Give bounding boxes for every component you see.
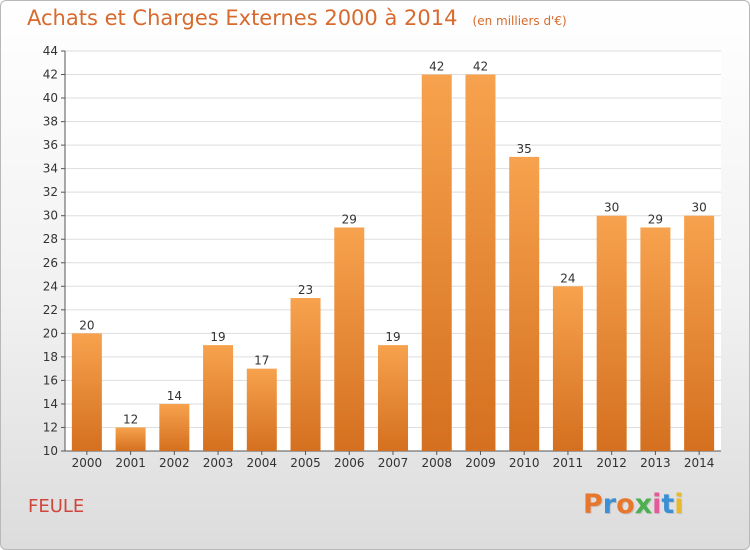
x-tick-label-2005: 2005: [290, 456, 321, 470]
logo-letter: t: [661, 489, 675, 520]
bar-2006: [334, 227, 365, 451]
x-tick-label-2004: 2004: [247, 456, 278, 470]
bar-2004: [246, 368, 277, 451]
logo-letter: i: [652, 489, 662, 520]
data-label-2014: 30: [691, 201, 706, 215]
x-tick-label-2002: 2002: [159, 456, 190, 470]
y-tick-label: 20: [43, 326, 58, 340]
y-tick-label: 44: [43, 44, 58, 58]
bar-2009: [465, 74, 496, 451]
proxiti-logo[interactable]: Proxiti: [583, 489, 684, 520]
bar-2007: [378, 345, 408, 451]
bar-2001: [115, 427, 146, 451]
logo-letter: x: [634, 489, 653, 520]
x-tick-label-2006: 2006: [334, 456, 365, 470]
bar-2002: [159, 403, 190, 451]
data-label-2005: 23: [298, 283, 313, 297]
data-label-2013: 29: [648, 212, 663, 226]
logo-letter: o: [616, 489, 635, 520]
bar-2010: [509, 156, 540, 451]
logo-letter: r: [602, 489, 617, 520]
data-label-2001: 12: [123, 412, 138, 426]
data-label-2012: 30: [604, 201, 619, 215]
bar-2000: [71, 333, 102, 451]
y-tick-label: 28: [43, 232, 58, 246]
title-row: Achats et Charges Externes 2000 à 2014 (…: [27, 6, 567, 30]
y-tick-label: 34: [43, 162, 58, 176]
y-tick-label: 40: [43, 91, 58, 105]
bar-2005: [290, 298, 321, 451]
data-label-2006: 29: [342, 212, 357, 226]
y-tick-label: 30: [43, 209, 58, 223]
x-tick-label-2001: 2001: [115, 456, 146, 470]
bar-2003: [203, 345, 234, 451]
y-tick-label: 10: [43, 444, 58, 458]
bar-2011: [552, 286, 583, 451]
chart-title: Achats et Charges Externes 2000 à 2014: [27, 6, 458, 30]
y-tick-label: 38: [43, 115, 58, 129]
x-tick-label-2009: 2009: [465, 456, 496, 470]
y-tick-label: 32: [43, 185, 58, 199]
logo-letter: i: [674, 489, 684, 520]
y-tick-label: 14: [43, 397, 58, 411]
y-tick-label: 16: [43, 373, 58, 387]
data-label-2003: 19: [210, 330, 225, 344]
y-tick-label: 26: [43, 256, 58, 270]
x-tick-label-2000: 2000: [72, 456, 103, 470]
x-tick-label-2011: 2011: [553, 456, 584, 470]
y-tick-label: 18: [43, 350, 58, 364]
data-label-2009: 42: [473, 60, 488, 74]
y-tick-label: 24: [43, 279, 58, 293]
x-tick-label-2012: 2012: [596, 456, 627, 470]
chart-subtitle: (en milliers d'€): [472, 14, 567, 28]
bar-2012: [596, 215, 627, 451]
x-tick-label-2008: 2008: [421, 456, 452, 470]
data-label-2008: 42: [429, 60, 444, 74]
logo-letter: P: [583, 489, 603, 520]
data-label-2000: 20: [79, 318, 94, 332]
x-tick-label-2013: 2013: [640, 456, 671, 470]
commune-name: FEULE: [28, 496, 85, 517]
y-tick-label: 22: [43, 303, 58, 317]
x-tick-label-2014: 2014: [684, 456, 715, 470]
x-tick-label-2010: 2010: [509, 456, 540, 470]
data-label-2010: 35: [517, 142, 532, 156]
bar-2014: [684, 215, 715, 451]
x-tick-label-2007: 2007: [378, 456, 409, 470]
bar-2008: [421, 74, 452, 451]
data-label-2004: 17: [254, 354, 269, 368]
data-label-2002: 14: [167, 389, 182, 403]
x-tick-label-2003: 2003: [203, 456, 234, 470]
bar-2013: [640, 227, 671, 451]
data-label-2007: 19: [385, 330, 400, 344]
data-label-2011: 24: [560, 271, 575, 285]
y-tick-label: 36: [43, 138, 58, 152]
y-tick-label: 12: [43, 420, 58, 434]
y-tick-label: 42: [43, 68, 58, 82]
